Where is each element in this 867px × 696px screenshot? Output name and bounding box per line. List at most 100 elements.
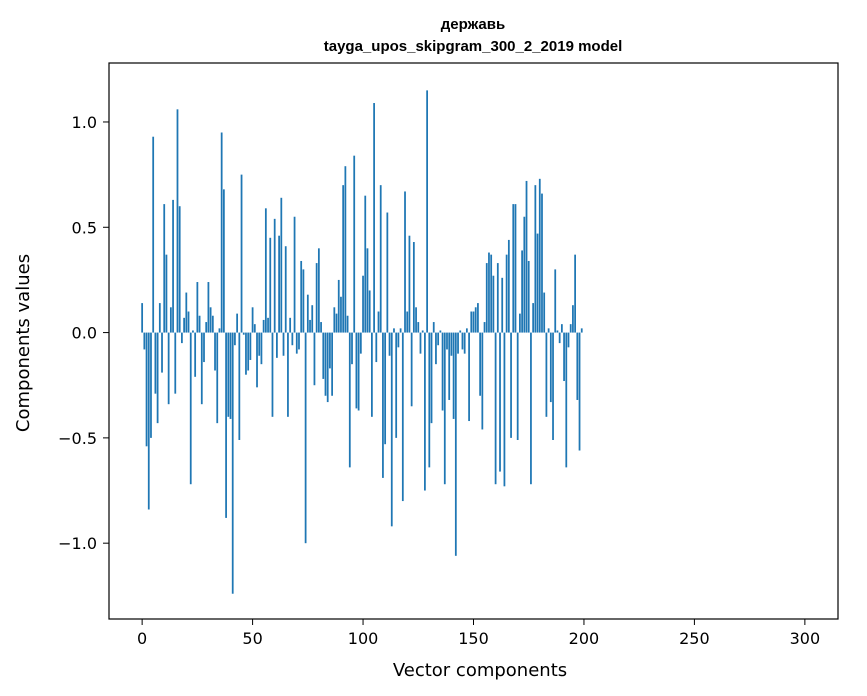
bar-74 [304, 332, 307, 544]
bar-113 [390, 332, 393, 527]
bar-191 [563, 332, 565, 382]
bar-175 [527, 260, 530, 333]
bar-99 [359, 332, 362, 354]
bar-24 [194, 332, 197, 377]
bar-180 [538, 178, 541, 333]
bar-159 [492, 275, 495, 333]
bar-9 [161, 332, 163, 373]
bar-60 [273, 218, 276, 333]
bar-105 [373, 103, 375, 333]
bar-57 [267, 317, 269, 333]
bar-95 [351, 332, 353, 365]
bar-13 [169, 307, 172, 333]
y-tick-label: 0.5 [72, 218, 97, 237]
bar-5 [152, 136, 155, 333]
bar-122 [410, 332, 413, 407]
bar-67 [289, 317, 292, 333]
bar-15 [174, 332, 177, 394]
bar-179 [536, 233, 539, 333]
y-tick-label: −1.0 [58, 534, 97, 553]
bar-164 [503, 332, 506, 487]
bar-29 [205, 322, 208, 333]
bar-84 [326, 332, 329, 403]
bar-31 [209, 307, 212, 333]
bar-72 [300, 260, 303, 333]
bar-167 [510, 332, 512, 438]
bar-12 [167, 332, 170, 405]
bar-123 [412, 242, 415, 333]
bar-37 [222, 189, 225, 333]
bar-146 [463, 332, 466, 354]
bar-184 [547, 328, 550, 333]
bar-56 [264, 208, 267, 333]
bar-93 [346, 315, 349, 333]
bar-8 [158, 303, 161, 333]
bar-166 [507, 239, 510, 333]
bar-129 [426, 90, 428, 333]
bar-171 [519, 313, 521, 333]
bar-22 [189, 332, 192, 485]
bar-188 [556, 330, 559, 333]
bar-135 [439, 330, 442, 333]
x-tick-label: 250 [679, 629, 710, 648]
bar-121 [408, 235, 411, 333]
bar-89 [337, 279, 340, 333]
bar-132 [432, 322, 435, 333]
bar-151 [474, 307, 477, 333]
bar-168 [512, 204, 515, 333]
bar-193 [567, 332, 570, 348]
bar-189 [558, 332, 561, 344]
chart-title: державь [441, 16, 505, 33]
bar-109 [382, 332, 384, 478]
bar-107 [377, 311, 380, 333]
bar-39 [227, 332, 230, 417]
bar-73 [302, 269, 305, 333]
bar-198 [578, 332, 581, 451]
bar-112 [388, 332, 391, 356]
bar-187 [554, 269, 557, 333]
bar-46 [242, 332, 245, 335]
bar-158 [490, 254, 493, 333]
bar-195 [572, 305, 574, 333]
x-tick-label: 100 [348, 629, 379, 648]
bar-144 [459, 330, 462, 333]
bar-25 [196, 282, 199, 333]
bar-53 [258, 332, 261, 356]
bar-111 [386, 212, 389, 333]
bar-149 [470, 311, 473, 333]
bar-178 [534, 185, 537, 333]
bar-157 [488, 252, 490, 333]
bar-21 [187, 311, 190, 333]
bar-81 [320, 322, 322, 333]
bar-114 [393, 328, 395, 333]
bar-88 [335, 313, 338, 333]
bar-4 [150, 332, 152, 438]
bar-1 [143, 332, 146, 350]
bar-80 [317, 248, 320, 333]
bar-28 [203, 332, 205, 363]
bar-143 [457, 332, 459, 354]
bar-174 [525, 180, 528, 333]
bar-16 [176, 109, 179, 333]
bar-194 [569, 324, 572, 333]
bar-108 [379, 185, 382, 333]
bar-192 [565, 332, 568, 468]
bar-0 [141, 303, 144, 333]
bar-36 [220, 132, 223, 333]
bar-94 [348, 332, 351, 468]
bar-137 [443, 332, 446, 485]
bar-118 [401, 332, 404, 502]
bar-45 [240, 174, 243, 333]
bar-96 [353, 155, 356, 333]
x-tick-label: 50 [242, 629, 262, 648]
bar-27 [200, 332, 203, 405]
bar-131 [430, 332, 433, 424]
bar-104 [371, 332, 373, 417]
bar-97 [355, 332, 358, 409]
bar-185 [549, 332, 552, 403]
bar-116 [397, 332, 400, 348]
bar-90 [340, 296, 342, 333]
plot-frame [108, 62, 839, 620]
bar-120 [406, 311, 409, 333]
